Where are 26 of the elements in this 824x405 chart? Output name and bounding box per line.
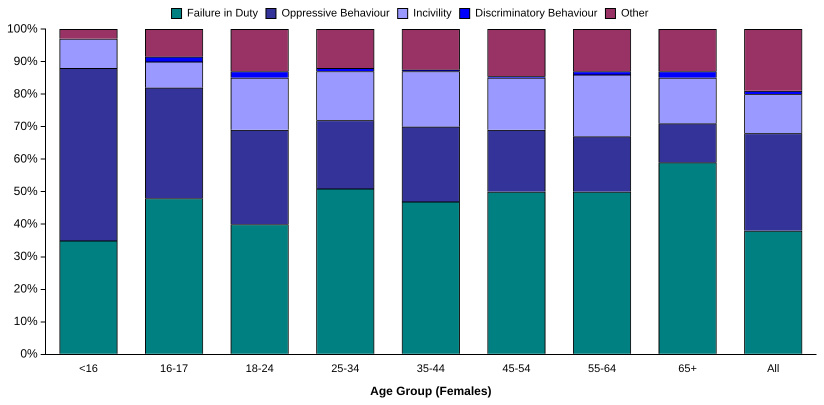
x-tick-label: 45-54: [502, 363, 531, 376]
x-axis-title: Age Group (Females): [370, 384, 492, 398]
x-tick-label: 25-34: [331, 363, 360, 376]
x-tick-label: 16-17: [160, 363, 188, 376]
x-tick-label: All: [767, 363, 780, 376]
y-tick-label: 30%: [14, 249, 38, 264]
y-tick-label: 40%: [14, 216, 38, 231]
x-tick-label: 18-24: [246, 363, 274, 376]
legend-label: Other: [620, 8, 649, 20]
x-tick-label: 55-64: [588, 363, 616, 376]
y-tick-label: 60%: [14, 151, 38, 166]
legend-label: Incivility: [413, 8, 452, 20]
y-tick-label: 90%: [14, 54, 38, 68]
legend-label: Discriminatory Behaviour: [475, 8, 598, 20]
y-tick-label: 80%: [14, 86, 38, 100]
y-tick-label: 50%: [14, 184, 38, 198]
x-tick-label: 35-44: [416, 363, 445, 376]
y-tick-label: 0%: [20, 346, 38, 361]
y-tick-label: 100%: [6, 21, 38, 36]
y-tick-label: 70%: [14, 118, 38, 133]
x-tick-label: <16: [79, 363, 98, 376]
legend-label: Failure in Duty: [187, 8, 258, 20]
y-tick-label: 10%: [14, 314, 38, 328]
x-tick-label: 65+: [678, 363, 697, 376]
legend-label: Oppressive Behaviour: [281, 8, 390, 20]
y-tick-label: 20%: [14, 282, 38, 296]
